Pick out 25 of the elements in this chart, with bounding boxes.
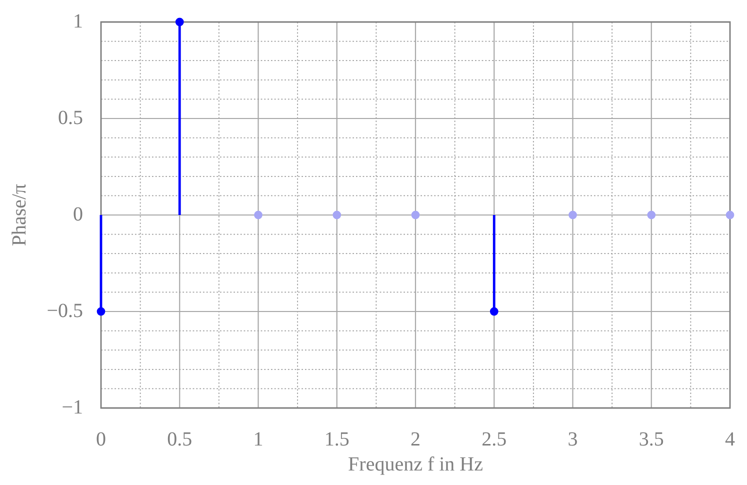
x-tick-label: 0.5 — [167, 428, 192, 450]
y-tick-label: 1 — [73, 10, 83, 32]
x-tick-label: 1 — [253, 428, 264, 450]
point — [175, 18, 184, 26]
point — [332, 210, 342, 220]
x-tick-label: 2 — [410, 428, 420, 450]
point — [411, 210, 420, 220]
point — [568, 210, 577, 220]
x-tick-label: 2.5 — [482, 428, 507, 450]
point — [254, 210, 262, 220]
x-tick-label: 0 — [96, 428, 106, 450]
y-tick-label: −0.5 — [46, 300, 83, 322]
y-tick-label: 0 — [73, 203, 83, 226]
x-axis-title: Frequenz f in Hz — [348, 453, 484, 476]
y-tick-label: 0.5 — [58, 106, 83, 129]
x-tick-label: 1.5 — [324, 428, 350, 450]
y-axis-title: Phase/π — [8, 184, 30, 246]
x-tick-label: 3.5 — [638, 428, 664, 450]
x-tick-label: 3 — [568, 428, 578, 450]
y-tick-label: −1 — [62, 396, 83, 418]
point — [96, 307, 106, 316]
x-tick-label: 4 — [725, 428, 735, 450]
point — [726, 210, 734, 220]
point — [490, 307, 498, 316]
point — [647, 210, 656, 220]
